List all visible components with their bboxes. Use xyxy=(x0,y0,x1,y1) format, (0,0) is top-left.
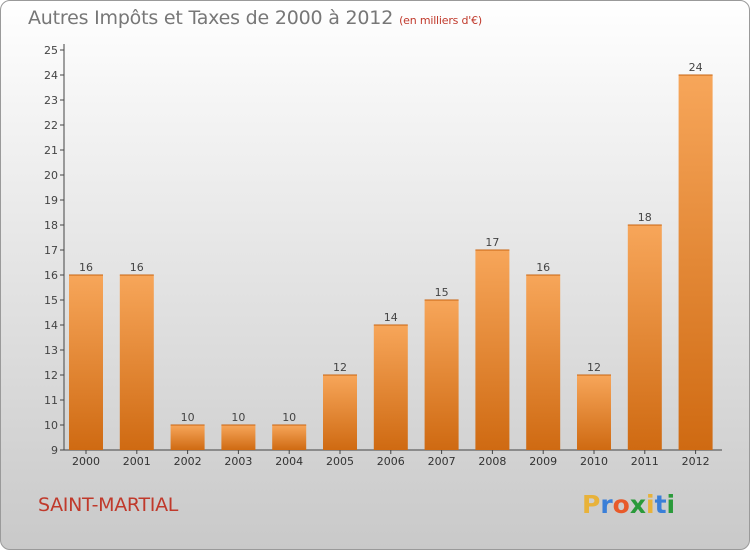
y-tick-label-19: 19 xyxy=(44,194,58,207)
data-label-2011: 18 xyxy=(638,211,652,224)
data-label-2002: 10 xyxy=(181,411,195,424)
logo-letter-1: r xyxy=(600,490,613,519)
x-tick-label-2006: 2006 xyxy=(377,455,405,468)
data-label-2001: 16 xyxy=(130,261,144,274)
bars-layer: 16 16 10 10 10 12 14 15 17 16 12 18 24 xyxy=(69,61,713,450)
chart-title: Autres Impôts et Taxes de 2000 à 2012 (en… xyxy=(28,7,482,29)
logo-letter-3: x xyxy=(629,490,646,519)
y-tick-label-10: 10 xyxy=(44,419,58,432)
bar-2011 xyxy=(627,225,662,450)
x-tick-label-2003: 2003 xyxy=(224,455,252,468)
y-tick-label-24: 24 xyxy=(44,69,58,82)
y-tick-label-15: 15 xyxy=(44,294,58,307)
data-label-2008: 17 xyxy=(485,236,499,249)
x-tick-label-2002: 2002 xyxy=(174,455,202,468)
bar-2004 xyxy=(272,425,307,450)
data-label-2004: 10 xyxy=(282,411,296,424)
proxiti-logo[interactable]: Proxiti xyxy=(582,490,675,519)
x-tick-label-2000: 2000 xyxy=(72,455,100,468)
data-label-2003: 10 xyxy=(231,411,245,424)
y-tick-label-14: 14 xyxy=(44,319,58,332)
y-tick-label-13: 13 xyxy=(44,344,58,357)
bar-2007 xyxy=(424,300,459,450)
y-tick-label-11: 11 xyxy=(44,394,58,407)
bar-2012 xyxy=(678,75,713,450)
bar-2001 xyxy=(119,275,154,450)
y-tick-label-12: 12 xyxy=(44,369,58,382)
x-tick-label-2010: 2010 xyxy=(580,455,608,468)
y-tick-label-21: 21 xyxy=(44,144,58,157)
x-tick-label-2012: 2012 xyxy=(682,455,710,468)
x-tick-label-2011: 2011 xyxy=(631,455,659,468)
data-label-2009: 16 xyxy=(536,261,550,274)
y-tick-label-22: 22 xyxy=(44,119,58,132)
bar-2003 xyxy=(221,425,256,450)
bar-2009 xyxy=(526,275,561,450)
x-tick-label-2004: 2004 xyxy=(275,455,303,468)
y-tick-label-16: 16 xyxy=(44,269,58,282)
logo-letter-6: i xyxy=(666,490,676,519)
data-label-2010: 12 xyxy=(587,361,601,374)
y-tick-label-18: 18 xyxy=(44,219,58,232)
bar-2010 xyxy=(577,375,611,450)
bar-2000 xyxy=(69,275,103,450)
data-label-2006: 14 xyxy=(384,311,398,324)
data-label-2000: 16 xyxy=(79,261,93,274)
bar-2002 xyxy=(170,425,205,450)
bar-2006 xyxy=(373,325,408,450)
data-label-2012: 24 xyxy=(689,61,703,74)
x-tick-label-2009: 2009 xyxy=(529,455,557,468)
logo-letter-2: o xyxy=(612,490,630,519)
logo-letter-4: i xyxy=(646,490,655,519)
y-tick-label-25: 25 xyxy=(44,44,58,57)
chart-title-text: Autres Impôts et Taxes de 2000 à 2012 xyxy=(28,7,394,29)
chart-subtitle: (en milliers d'€) xyxy=(399,14,482,27)
logo-letter-0: P xyxy=(582,490,601,519)
y-tick-label-17: 17 xyxy=(44,244,58,257)
y-tick-label-9: 9 xyxy=(51,444,58,457)
commune-name: SAINT-MARTIAL xyxy=(38,494,179,516)
x-tick-label-2005: 2005 xyxy=(326,455,354,468)
y-tick-label-20: 20 xyxy=(44,169,58,182)
y-tick-label-23: 23 xyxy=(44,94,58,107)
bar-2005 xyxy=(323,375,357,450)
data-label-2005: 12 xyxy=(333,361,347,374)
x-tick-label-2008: 2008 xyxy=(478,455,506,468)
axis-layer: 9 10 11 12 13 14 15 16 17 18 19 20 21 22 23 24 25 2000 200… xyxy=(44,44,722,468)
bar-2008 xyxy=(475,250,510,450)
data-label-2007: 15 xyxy=(435,286,449,299)
x-tick-label-2007: 2007 xyxy=(428,455,456,468)
logo-letter-5: t xyxy=(654,490,667,519)
x-tick-label-2001: 2001 xyxy=(123,455,151,468)
